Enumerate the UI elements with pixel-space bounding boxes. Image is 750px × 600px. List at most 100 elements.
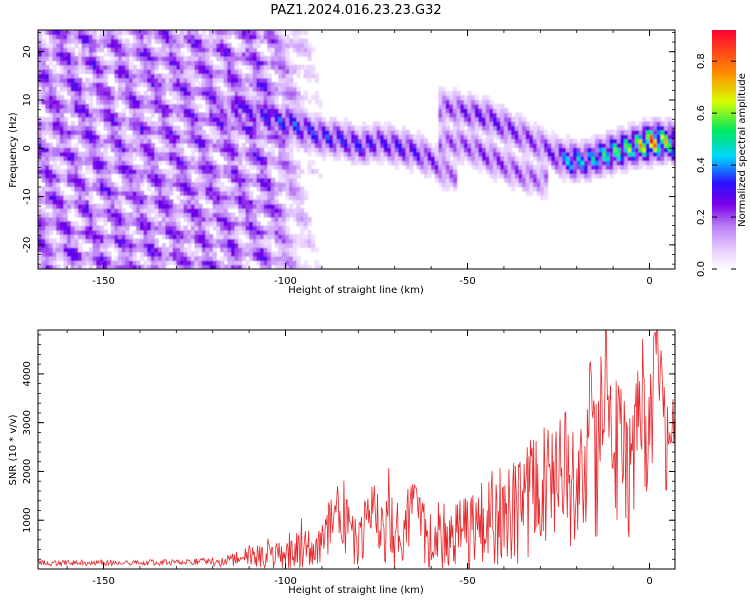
spectrogram-cell — [176, 77, 181, 83]
spectrogram-cell — [179, 134, 185, 140]
spectrogram-cell — [92, 82, 97, 88]
spectrogram-cell — [270, 255, 276, 261]
spectrogram-cell — [300, 134, 305, 140]
spectrogram-cell — [525, 186, 530, 192]
spectrogram-cell — [190, 147, 196, 153]
spectrogram-cell — [118, 208, 123, 214]
spectrogram-cell — [176, 238, 181, 244]
spectrogram-cell — [129, 160, 134, 166]
spectrogram-cell — [99, 264, 105, 269]
spectrogram-cell — [118, 203, 123, 209]
spectrogram-cell — [307, 56, 312, 62]
spectrogram-cell — [38, 156, 43, 161]
spectrogram-cell — [263, 208, 268, 214]
spectrogram-cell — [139, 99, 145, 105]
spectrogram-cell — [281, 73, 287, 79]
spectrogram-cell — [107, 177, 112, 183]
spectrogram-cell — [132, 86, 137, 92]
spectrogram-cell — [285, 51, 290, 57]
spectrogram-cell — [99, 177, 105, 183]
spectrogram-cell — [179, 156, 185, 161]
spectrogram-cell — [649, 160, 654, 166]
spectrogram-cell — [325, 151, 330, 157]
spectrogram-cell — [281, 86, 287, 92]
spectrogram-cell — [161, 251, 166, 257]
spectrogram-cell — [354, 129, 359, 135]
spectrogram-cell — [212, 212, 217, 218]
spectrogram-cell — [74, 134, 79, 140]
spectrogram-cell — [303, 260, 308, 266]
spectrogram-cell — [543, 151, 549, 157]
spectrogram-cell — [136, 108, 141, 114]
spectrogram-cell — [212, 86, 217, 92]
spectrogram-cell — [518, 177, 523, 183]
spectrogram-cell — [274, 208, 279, 214]
spectrogram-cell — [125, 234, 130, 240]
spectrogram-cell — [183, 134, 188, 140]
spectrogram-cell — [667, 125, 672, 131]
spectrogram-cell — [482, 121, 487, 127]
spectrogram-cell — [267, 86, 272, 92]
spectrogram-cell — [576, 173, 581, 179]
spectrogram-cell — [449, 151, 454, 157]
spectrogram-cell — [212, 208, 217, 214]
spectrogram-cell — [158, 95, 163, 101]
spectrogram-cell — [74, 112, 79, 118]
spectrogram-cell — [96, 47, 101, 53]
spectrogram-cell — [209, 156, 214, 161]
spectrogram-cell — [354, 138, 359, 144]
spectrogram-cell — [227, 30, 232, 35]
spectrogram-cell — [230, 77, 236, 83]
spectrogram-cell — [412, 156, 418, 161]
spectrogram-cell — [584, 151, 589, 157]
spectrogram-cell — [136, 260, 141, 266]
spectrogram-cell — [525, 121, 530, 127]
spectrogram-cell — [263, 125, 268, 131]
spectrogram-cell — [136, 216, 141, 222]
spectrogram-cell — [125, 147, 130, 153]
spectrogram-cell — [154, 156, 159, 161]
spectrogram-cell — [99, 225, 105, 231]
spectrogram-cell — [300, 221, 305, 227]
spectrogram-cell — [169, 212, 174, 218]
spectrogram-cell — [183, 112, 188, 118]
spectrogram-cell — [227, 203, 232, 209]
spectrogram-cell — [256, 73, 261, 79]
spectrogram-cell — [223, 216, 228, 222]
spectrogram-cell — [103, 142, 108, 148]
spectrogram-cell — [238, 242, 243, 248]
spectrogram-cell — [150, 190, 156, 196]
spectrogram-cell — [660, 125, 665, 131]
spectrogram-cell — [209, 43, 214, 48]
spectrogram-cell — [209, 103, 214, 109]
spectrogram-cell — [664, 116, 669, 122]
spectrogram-cell — [212, 142, 217, 148]
spectrogram-cell — [296, 138, 301, 144]
spectrogram-cell — [67, 160, 72, 166]
spectrogram-cell — [270, 147, 276, 153]
spectrogram-cell — [132, 186, 137, 192]
spectrogram-cell — [256, 56, 261, 62]
spectrogram-cell — [96, 190, 101, 196]
spectrogram-cell — [318, 99, 323, 105]
spectrogram-cell — [391, 129, 396, 135]
spectrogram-cell — [81, 173, 86, 179]
spectrogram-cell — [129, 64, 134, 70]
spectrogram-cell — [161, 186, 166, 192]
spectrogram-cell — [154, 264, 159, 269]
spectrogram-cell — [129, 77, 134, 83]
spectrogram-cell — [496, 121, 501, 127]
spectrogram-cell — [442, 186, 447, 192]
spectrogram-cell — [289, 142, 294, 148]
spectrogram-cell — [139, 147, 145, 153]
spectrogram-cell — [99, 77, 105, 83]
spectrogram-cell — [391, 160, 396, 166]
spectrogram-cell — [249, 38, 254, 44]
spectrogram-cell — [59, 247, 65, 253]
spectrogram-cell — [230, 255, 236, 261]
spectrogram-cell — [41, 156, 46, 161]
spectrogram-cell — [103, 260, 108, 266]
spectrogram-cell — [274, 121, 279, 127]
spectrogram-cell — [281, 38, 287, 44]
spectrogram-cell — [147, 182, 152, 188]
